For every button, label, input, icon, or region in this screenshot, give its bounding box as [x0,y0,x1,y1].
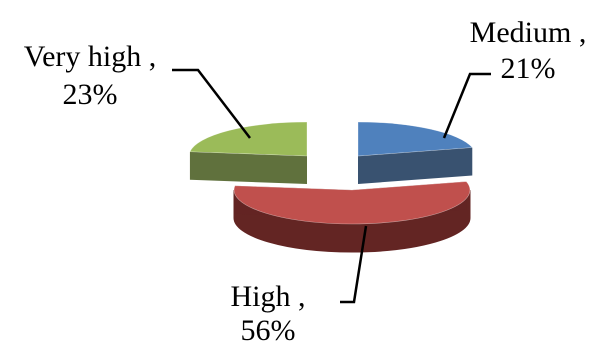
leader-line-medium [442,72,491,139]
data-label-high-name: High , [231,280,306,313]
data-labels: Medium , 21% Very high , 23% High , 56% [24,16,587,346]
pie-slice-cut-very-high-0 [189,151,307,184]
leader-line-high [340,225,368,304]
data-label-medium-name: Medium , [470,16,587,49]
data-label-medium-value: 21% [501,52,556,85]
pie-slice-very-high [189,121,308,157]
data-label-very-high-name: Very high , [24,40,156,73]
data-label-very-high-value: 23% [63,78,118,111]
pie-slice-high [233,181,471,225]
leader-lines [172,68,491,304]
data-label-high-value: 56% [241,314,296,346]
pie-slice-cut-medium-1 [358,147,473,184]
pie-slice-medium [357,121,473,157]
pie-slices [189,121,473,253]
leader-line-very-high [172,68,251,139]
